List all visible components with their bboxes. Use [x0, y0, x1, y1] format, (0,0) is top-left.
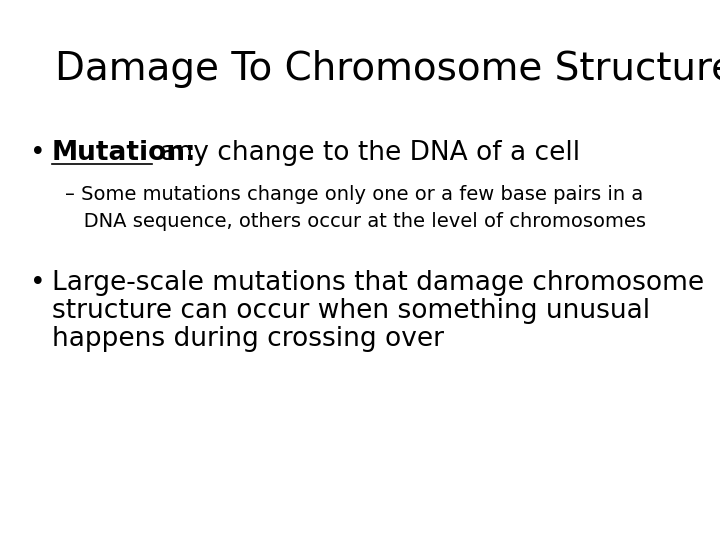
Text: any change to the DNA of a cell: any change to the DNA of a cell: [152, 140, 580, 166]
Text: happens during crossing over: happens during crossing over: [52, 326, 444, 352]
Text: Large-scale mutations that damage chromosome: Large-scale mutations that damage chromo…: [52, 270, 704, 296]
Text: DNA sequence, others occur at the level of chromosomes: DNA sequence, others occur at the level …: [65, 212, 646, 231]
Text: •: •: [30, 140, 45, 166]
Text: •: •: [30, 270, 45, 296]
Text: Damage To Chromosome Structure: Damage To Chromosome Structure: [55, 50, 720, 88]
Text: structure can occur when something unusual: structure can occur when something unusu…: [52, 298, 650, 324]
Text: – Some mutations change only one or a few base pairs in a: – Some mutations change only one or a fe…: [65, 185, 643, 204]
Text: Mutation:: Mutation:: [52, 140, 197, 166]
